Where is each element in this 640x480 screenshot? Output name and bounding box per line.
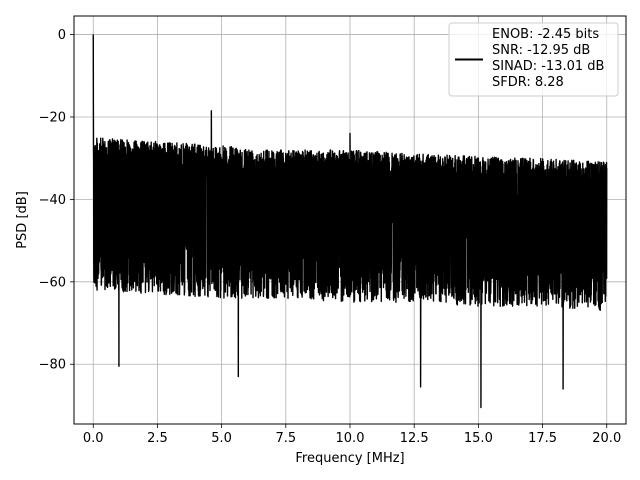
legend-entry: ENOB: -2.45 bits SNR: -12.95 dB SINAD: -13…: [492, 27, 604, 90]
legend-line: SNR: -12.95 dB: [492, 43, 590, 58]
legend: ENOB: -2.45 bits SNR: -12.95 dB SINAD: -13…: [448, 22, 619, 97]
x-tick-label: 15.0: [464, 431, 493, 446]
psd-series-line: [92, 34, 608, 409]
x-tick-label: 7.5: [275, 431, 296, 446]
y-tick-label: −60: [39, 275, 66, 290]
legend-line: SFDR: 8.28: [492, 75, 564, 90]
x-axis: 0.0 2.5 5.0 7.5 10.0 12.5 15.0 17.5 20.0: [83, 424, 621, 446]
legend-line: ENOB: -2.45 bits: [492, 27, 599, 42]
series-group: [92, 34, 608, 409]
y-tick-label: 0: [58, 28, 66, 43]
y-tick-label: −20: [39, 110, 66, 125]
x-tick-label: 12.5: [400, 431, 429, 446]
y-tick-label: −40: [39, 193, 66, 208]
x-tick-label: 5.0: [211, 431, 232, 446]
x-tick-label: 2.5: [147, 431, 168, 446]
x-tick-label: 0.0: [83, 431, 104, 446]
legend-line: SINAD: -13.01 dB: [492, 59, 604, 74]
x-axis-label: Frequency [MHz]: [295, 451, 404, 466]
y-tick-label: −80: [39, 358, 66, 373]
y-axis: 0 −20 −40 −60 −80: [39, 28, 74, 373]
y-axis-label: PSD [dB]: [15, 191, 30, 249]
legend-box: [448, 22, 619, 97]
x-tick-label: 17.5: [528, 431, 557, 446]
x-tick-label: 10.0: [336, 431, 365, 446]
x-tick-label: 20.0: [592, 431, 621, 446]
